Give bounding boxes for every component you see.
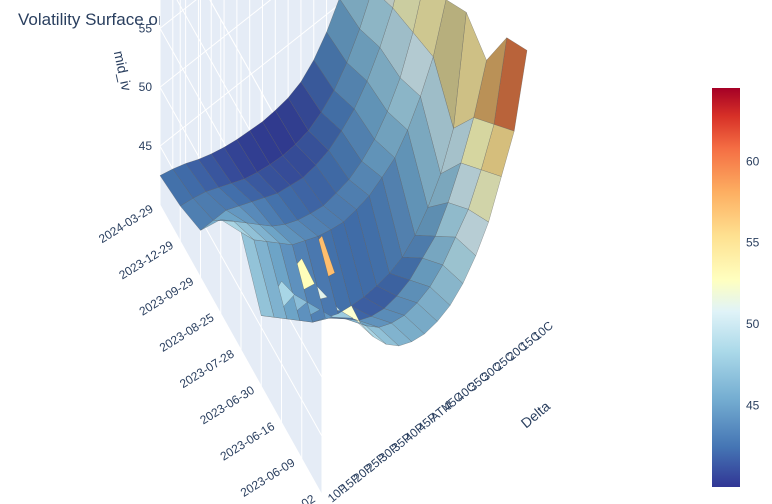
z-tick-label: 55 [139,21,153,35]
colorbar-tick-label: 55 [746,236,760,250]
colorbar-gradient [712,88,740,487]
z-tick-label: 45 [139,139,153,153]
wall-grid-line [209,0,323,201]
colorbar-tick-label: 45 [746,399,760,413]
colorbar-tick-label: 50 [746,317,760,331]
colorbar-tick-label: 60 [746,154,760,168]
surface-mesh [159,0,528,347]
z-tick-label: 50 [139,80,153,94]
surface-cell [383,0,395,9]
colorbar-ticks: 45 50 55 60 [746,154,760,412]
surface-cell [159,168,194,207]
wall-grid-line [159,0,346,437]
